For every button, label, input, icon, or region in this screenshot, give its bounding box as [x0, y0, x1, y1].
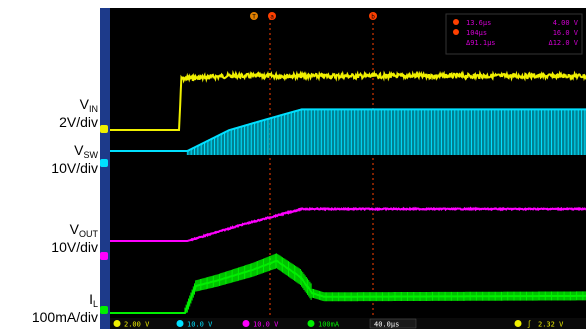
- readout-a-volt: 4.00 V: [553, 19, 579, 27]
- readout-a-time: 13.6µs: [466, 19, 491, 27]
- trace-v-sw: [110, 108, 586, 152]
- label-il: IL 100mA/div: [31, 291, 98, 325]
- svg-text:T: T: [252, 14, 256, 21]
- trace-v-in: [110, 69, 586, 131]
- ch2-marker: [100, 159, 108, 167]
- label-vin: VIN 2V/div: [59, 96, 98, 130]
- ch3-marker: [100, 252, 108, 260]
- trace-v-sw-pulses: [186, 109, 586, 155]
- cursor-readout-box: [445, 13, 583, 55]
- label-vsw: VSW 10V/div: [51, 142, 98, 176]
- ch1-marker: [100, 125, 108, 133]
- ch4-marker: [100, 306, 108, 314]
- waveforms: [110, 69, 586, 314]
- cursor-readout: 13.6µs 4.00 V 104µs 16.0 V Δ91.1µs Δ12.0…: [445, 13, 583, 55]
- trigger-marker: T: [250, 12, 258, 21]
- status-ch2: 10.0 V: [187, 321, 213, 329]
- readout-b-time: 104µs: [466, 29, 487, 37]
- status-bar: 2.00 V 10.0 V 10.0 V 100mA 40.0µs ∫ 2.32…: [110, 318, 586, 329]
- status-trigger: 2.32 V: [538, 321, 564, 329]
- oscilloscope-screen: T a b 13.6µs 4.00 V 104µs 16.0 V Δ91.1µs…: [100, 8, 586, 329]
- trace-i-l: [110, 259, 586, 314]
- channel-labels: VIN 2V/div VSW 10V/div VOUT 10V/div IL 1…: [0, 0, 100, 329]
- label-vout: VOUT 10V/div: [51, 221, 98, 255]
- svg-text:a: a: [270, 14, 274, 21]
- status-ch1: 2.00 V: [124, 321, 150, 329]
- status-timebase: 40.0µs: [374, 321, 399, 329]
- status-ch3: 10.0 V: [253, 321, 279, 329]
- cursor-a-marker: a: [268, 12, 276, 21]
- svg-text:∫: ∫: [527, 320, 531, 329]
- left-bezel: [100, 8, 110, 329]
- cursor-b-marker: b: [369, 12, 377, 21]
- channel-markers: [100, 125, 108, 314]
- trace-v-out: [110, 206, 586, 242]
- svg-text:b: b: [371, 14, 375, 21]
- status-ch4: 100mA: [318, 321, 340, 329]
- readout-delta-time: Δ91.1µs: [466, 39, 496, 47]
- scope-plot: T a b 13.6µs 4.00 V 104µs 16.0 V Δ91.1µs…: [100, 8, 586, 329]
- readout-b-volt: 16.0 V: [553, 29, 579, 37]
- readout-delta-volt: Δ12.0 V: [548, 39, 578, 47]
- trace-i-l-ripple: [184, 253, 586, 313]
